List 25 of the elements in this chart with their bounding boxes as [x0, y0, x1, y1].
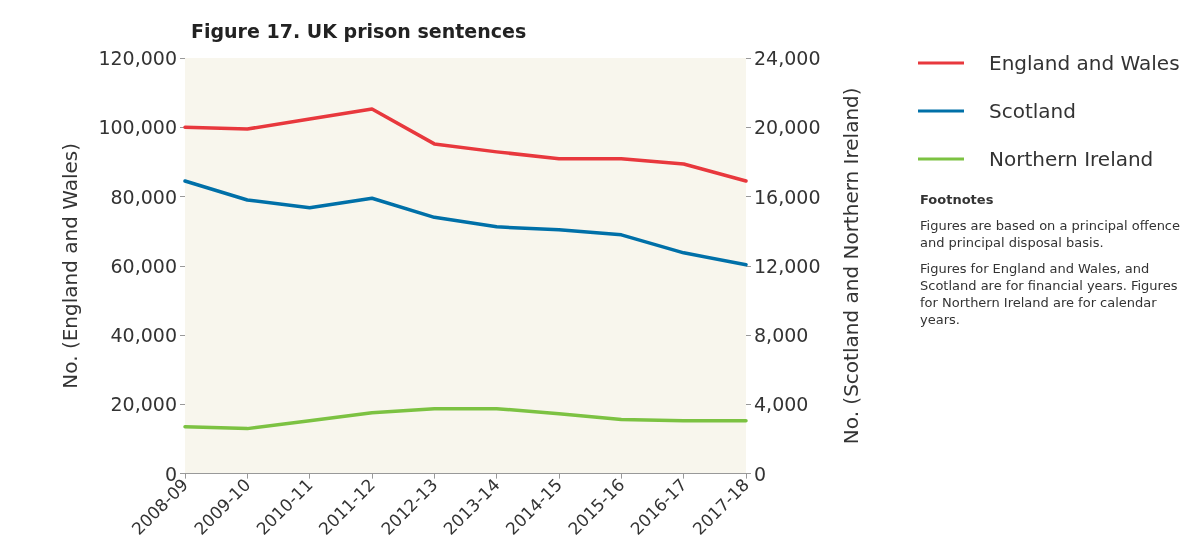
y2-tick-label: 12,000 — [754, 254, 821, 277]
y2-tick-label: 4,000 — [754, 393, 809, 416]
y2-tick-label: 24,000 — [754, 47, 821, 69]
y-tick-label: 100,000 — [98, 116, 177, 139]
text: Figures for England and Wales, and Scotland are for financial years. Figures for Northern Ireland are for calendar years. — [920, 261, 1182, 327]
legend-label: Northern Ireland — [989, 147, 1154, 171]
legend-label: England and Wales — [989, 51, 1180, 75]
y2-tick-label: 0 — [754, 462, 767, 485]
y-tick-label: 40,000 — [110, 324, 177, 347]
text: Footnotes — [920, 192, 994, 207]
line-series — [183, 179, 748, 267]
line-series — [183, 107, 748, 183]
line-series — [183, 406, 748, 431]
y2-tick-label: 16,000 — [754, 185, 821, 208]
y-tick-label: 20,000 — [110, 393, 177, 416]
y-tick-label: 120,000 — [98, 47, 177, 69]
y-axis-title: No. (England and Wales) — [58, 142, 82, 389]
y-tick-label: 80,000 — [110, 185, 177, 208]
y2-axis-title: No. (Scotland and Northern Ireland) — [839, 87, 863, 445]
y2-tick-label: 8,000 — [754, 324, 809, 347]
y2-tick-label: 20,000 — [754, 116, 821, 139]
legend-label: Scotland — [989, 99, 1076, 123]
chart-title: Figure 17. UK prison sentences — [191, 19, 527, 42]
y-tick-label: 60,000 — [110, 254, 177, 277]
text: Figures are based on a principal offence and principal disposal basis. — [920, 218, 1185, 250]
